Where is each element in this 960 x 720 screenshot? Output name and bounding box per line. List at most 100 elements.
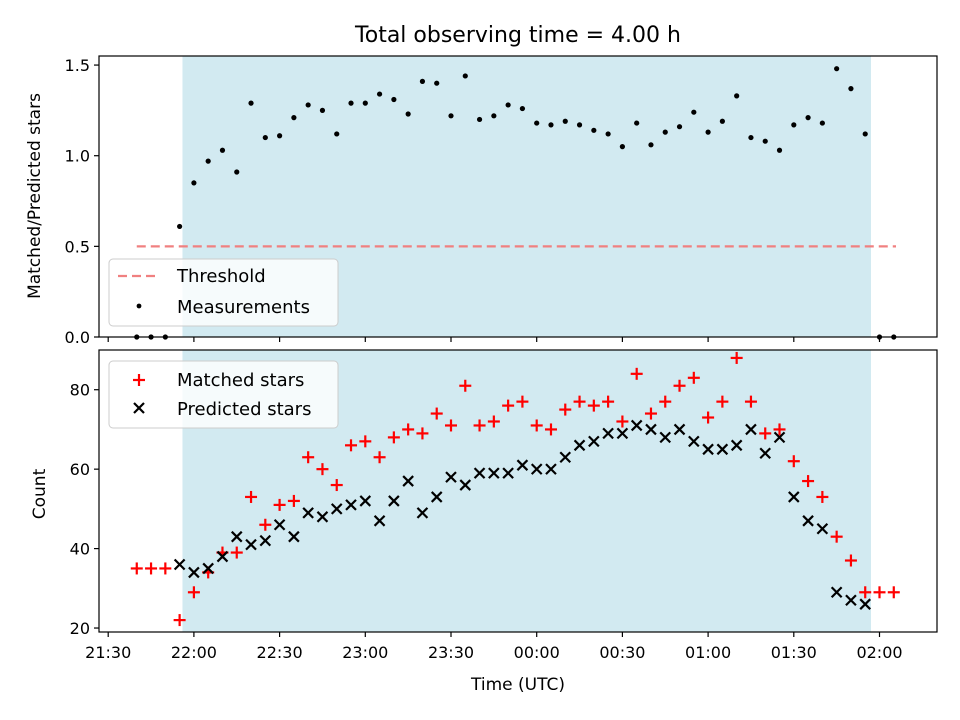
measurement-point: [205, 158, 211, 164]
predicted-star-point: [688, 435, 700, 448]
predicted-star-point: [259, 534, 272, 547]
predicted-stars-points: [173, 419, 871, 610]
measurement-point: [676, 124, 683, 130]
matched-star-point: [802, 475, 815, 488]
predicted-star-point: [530, 463, 543, 475]
measurement-point: [219, 147, 226, 153]
matched-star-point: [844, 554, 857, 567]
matched-star-point: [702, 411, 715, 424]
measurement-point: [291, 115, 297, 121]
predicted-star-point: [359, 495, 372, 507]
measurement-point: [462, 73, 468, 79]
predicted-star-point: [716, 443, 729, 456]
measurement-point: [805, 115, 811, 121]
predicted-star-point: [245, 538, 257, 551]
predicted-star-point: [216, 550, 229, 563]
top-y-tick-label: 0.5: [65, 237, 90, 256]
measurement-point: [505, 102, 511, 108]
bottom-y-tick-label: 60: [70, 460, 90, 479]
matched-star-point: [773, 423, 786, 436]
measurement-point: [262, 134, 268, 141]
matched-star-point: [345, 439, 358, 452]
matched-star-point: [502, 399, 515, 412]
predicted-star-point: [588, 435, 600, 448]
predicted-star-point: [473, 467, 486, 479]
predicted-star-point: [845, 594, 857, 607]
measurement-point: [491, 113, 497, 119]
measurement-point: [634, 120, 640, 126]
x-tick-label: 23:30: [428, 643, 474, 662]
matched-star-point: [459, 379, 472, 392]
bottom-y-tick-label: 40: [70, 540, 90, 559]
measurement-points: [134, 66, 897, 340]
predicted-star-point: [502, 467, 514, 479]
top-legend-box: [108, 258, 339, 327]
measurement-point: [662, 129, 668, 135]
matched-star-point: [245, 490, 258, 503]
matched-star-point: [644, 407, 657, 420]
measurement-point: [405, 111, 411, 117]
measurement-point: [448, 113, 454, 119]
predicted-star-point: [288, 530, 300, 543]
matched-star-point: [359, 435, 372, 448]
predicted-star-point: [230, 530, 243, 543]
x-tick-label: 00:00: [514, 643, 560, 662]
predicted-star-point: [416, 507, 429, 519]
predicted-star-point: [173, 558, 186, 571]
predicted-star-point: [430, 491, 443, 503]
measurement-point: [305, 102, 311, 108]
matched-star-point: [659, 395, 672, 408]
matched-star-point: [416, 427, 429, 440]
predicted-star-point: [559, 451, 572, 464]
matched-star-point: [287, 494, 300, 507]
measurement-point: [819, 120, 825, 126]
predicted-star-point: [545, 463, 557, 475]
predicted-star-point: [516, 459, 529, 471]
matched-star-point: [145, 562, 158, 575]
predicted-star-point: [402, 475, 414, 487]
bottom-y-tick-label: 80: [70, 381, 90, 400]
matched-star-point: [687, 371, 700, 384]
predicted-star-point: [602, 427, 614, 440]
x-tick-label: 22:30: [257, 643, 303, 662]
measurement-point: [848, 86, 854, 92]
x-tick-label: 01:00: [685, 643, 731, 662]
measurement-point: [548, 122, 554, 128]
matched-star-point: [159, 562, 172, 575]
top-panel: 0.0 0.5 1.0 1.5 Matched/Predicted stars Thr…: [25, 55, 938, 347]
top-y-tick-label: 1.0: [65, 147, 90, 166]
measurement-point: [177, 223, 183, 230]
predicted-star-point: [659, 431, 672, 444]
matched-star-point: [759, 427, 772, 440]
measurement-point: [391, 96, 397, 103]
top-x-ticks: [107, 337, 881, 342]
matched-star-point: [602, 395, 615, 408]
predicted-star-point: [673, 423, 686, 436]
top-y-axis-label: Matched/Predicted stars: [25, 93, 45, 299]
measurement-point: [348, 100, 354, 106]
measurement-point: [519, 105, 526, 112]
x-tick-label: 00:30: [599, 643, 645, 662]
x-tick-label: 23:00: [342, 643, 388, 662]
matched-star-point: [744, 395, 757, 408]
measurement-point: [748, 134, 754, 141]
measurement-point: [834, 66, 840, 72]
predicted-star-point: [759, 447, 772, 460]
matched-star-point: [716, 395, 729, 408]
predicted-star-point: [388, 495, 400, 507]
threshold-legend-label: Threshold: [176, 266, 266, 287]
matched-star-point: [544, 423, 557, 436]
matched-star-point: [859, 586, 872, 599]
matched-star-point: [887, 586, 900, 599]
matched-star-point: [187, 586, 200, 599]
measurement-point: [619, 144, 626, 150]
measurement-point: [791, 122, 797, 128]
measurement-point: [591, 127, 597, 133]
predicted-star-point: [188, 566, 200, 579]
predicted-star-point: [802, 515, 814, 527]
top-y-tick-label: 0.0: [65, 328, 90, 347]
predicted-legend-swatch: [133, 402, 145, 414]
predicted-star-point: [745, 423, 757, 436]
measurement-point: [434, 80, 440, 86]
